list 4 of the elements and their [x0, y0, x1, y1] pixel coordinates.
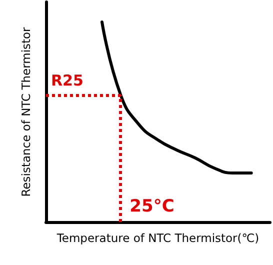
x-axis-title: Temperature of NTC Thermistor(℃) [56, 231, 260, 245]
ref-line-label: R25 [51, 72, 84, 90]
annotation: 25°C [130, 196, 174, 216]
y-axis-title: Resistance of NTC Thermistor [19, 26, 33, 197]
